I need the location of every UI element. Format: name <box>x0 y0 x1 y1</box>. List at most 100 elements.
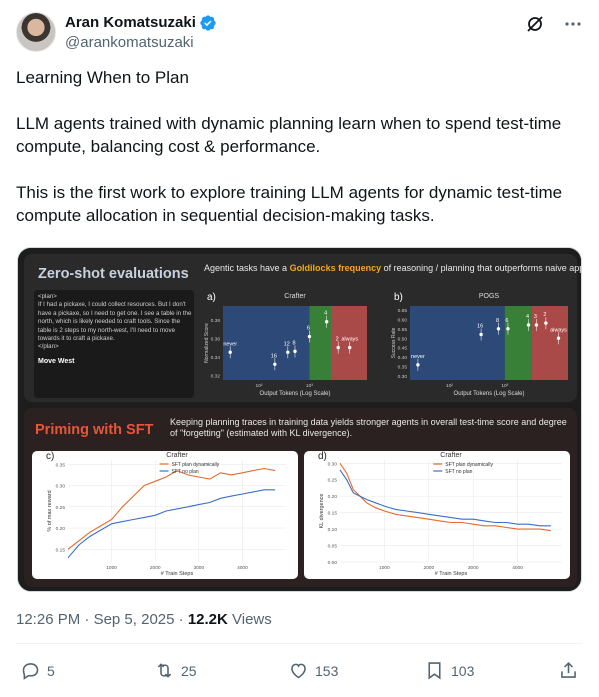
chart-title: POGS <box>479 293 500 300</box>
data-point <box>348 345 352 350</box>
avatar[interactable] <box>16 12 56 52</box>
author-handle[interactable]: @arankomatsuzaki <box>65 34 194 51</box>
zero-shot-desc-line1: Agentic tasks have a Goldilocks frequenc… <box>204 263 582 273</box>
x-axis-label: # Train Steps <box>435 571 468 577</box>
tweet-time[interactable]: 12:26 PM <box>16 611 81 628</box>
tweet-paragraph: This is the first work to explore traini… <box>16 183 563 225</box>
x-tick-label: 3000 <box>193 565 204 571</box>
point-label: 4 <box>324 311 327 317</box>
plan-close-tag: </plan> <box>38 343 59 351</box>
y-tick-label: 0.00 <box>328 560 338 566</box>
plan-action: Move West <box>38 357 75 365</box>
data-point <box>336 345 340 350</box>
series-line <box>67 467 276 550</box>
point-label: 8 <box>496 318 499 324</box>
x-tick-label: 1000 <box>379 565 390 571</box>
like-count: 153 <box>315 662 339 679</box>
divider <box>16 643 583 644</box>
meta-separator: · <box>178 611 184 628</box>
y-tick-label: 0.45 <box>398 346 408 352</box>
views-count: 12.2K <box>187 611 228 628</box>
reply-icon <box>22 663 39 680</box>
share-icon <box>561 661 576 678</box>
x-tick-label: 10³ <box>501 383 508 389</box>
chart-region <box>331 306 367 380</box>
x-tick-label: 4000 <box>512 565 523 571</box>
chart-b: b) POGS 0.30 0.35 0.40 0.45 0.50 0.55 0.60 0.65 10… <box>391 292 568 397</box>
y-tick-label: 0.38 <box>211 318 221 324</box>
series-line <box>67 489 276 559</box>
y-tick-label: 0.20 <box>56 526 66 532</box>
point-label: always <box>341 337 358 343</box>
plan-text: If I had a pickaxe, I could collect reso… <box>38 301 192 343</box>
data-point <box>293 349 297 354</box>
chart-c: c) Crafter 0.15 0.20 0.25 0.30 0.35 1000 2000 300… <box>46 451 286 577</box>
chart-letter: b) <box>394 292 403 303</box>
series-line <box>339 469 551 527</box>
reply-button[interactable]: 5 <box>20 660 55 681</box>
meta-separator: · <box>84 611 90 628</box>
bookmark-button[interactable]: 103 <box>424 660 474 681</box>
heart-icon <box>291 663 306 679</box>
point-label: 16 <box>271 353 277 359</box>
tweet-media-image[interactable]: Zero-shot evaluations Agentic tasks have… <box>17 247 582 592</box>
y-axis-label: KL divergence <box>319 494 325 529</box>
author-name[interactable]: Aran Komatsuzaki <box>65 14 196 31</box>
y-tick-label: 0.65 <box>398 308 408 314</box>
y-tick-label: 0.36 <box>211 336 221 342</box>
y-tick-label: 0.15 <box>56 547 66 553</box>
x-tick-label: 10² <box>256 383 263 389</box>
plan-box <box>34 290 194 398</box>
point-label: 6 <box>505 318 508 324</box>
figure-svg: Zero-shot evaluations Agentic tasks have… <box>18 248 582 591</box>
data-point <box>526 323 531 327</box>
point-label: 2 <box>543 312 546 318</box>
chart-d: d) Crafter 0.00 0.05 0.10 0.15 0.20 0.25 0.30 100… <box>318 451 562 577</box>
y-tick-label: 0.25 <box>328 478 338 484</box>
tweet-meta: 12:26 PM · Sep 5, 2025 · 12.2K Views <box>16 611 272 628</box>
chart-title: Crafter <box>440 452 462 459</box>
data-point <box>506 327 510 331</box>
x-tick-label: 3000 <box>468 565 479 571</box>
bookmark-count: 103 <box>451 662 475 679</box>
y-axis-label: Normalized Score <box>204 323 210 363</box>
verified-badge-icon <box>200 14 216 31</box>
more-options-icon[interactable] <box>563 14 583 39</box>
retweet-button[interactable]: 25 <box>154 660 197 681</box>
y-tick-label: 0.35 <box>56 462 66 468</box>
chart-region <box>531 306 568 380</box>
sft-desc: Keeping planning traces in training data… <box>170 417 567 438</box>
data-point <box>534 323 539 327</box>
x-axis-label: Output Tokens (Log Scale) <box>454 391 525 397</box>
data-point <box>307 334 312 339</box>
point-label: 6 <box>307 326 310 332</box>
point-label: 3 <box>534 314 537 320</box>
y-axis-label: % of max reward <box>47 490 53 531</box>
y-tick-label: 0.60 <box>398 317 408 323</box>
point-label: always <box>550 327 567 333</box>
x-axis-label: Output Tokens (Log Scale) <box>260 391 331 397</box>
y-tick-label: 0.50 <box>398 336 408 342</box>
y-tick-label: 0.25 <box>56 505 66 511</box>
point-label: never <box>223 341 237 347</box>
data-point <box>416 363 420 367</box>
chart-c-bg <box>32 451 298 579</box>
y-axis-label: Success Rate <box>391 327 397 358</box>
tweet-date[interactable]: Sep 5, 2025 <box>93 611 175 628</box>
legend-label: SFT plan dynamically <box>172 462 220 468</box>
chart-region <box>504 306 532 380</box>
tweet-paragraph: Learning When to Plan <box>16 68 189 87</box>
like-button[interactable]: 153 <box>288 660 338 681</box>
chart-region <box>309 306 331 380</box>
plan-open-tag: <plan> <box>38 293 57 300</box>
x-tick-label: 2000 <box>150 565 161 571</box>
y-tick-label: 0.40 <box>398 355 408 361</box>
data-point <box>544 321 548 325</box>
y-tick-label: 0.15 <box>328 511 338 517</box>
data-point <box>324 320 329 324</box>
point-label: 4 <box>526 314 529 320</box>
author-name-row[interactable]: Aran Komatsuzaki <box>65 13 217 32</box>
y-tick-label: 0.20 <box>328 494 338 500</box>
share-button[interactable] <box>558 660 579 681</box>
grok-icon[interactable] <box>525 14 545 39</box>
